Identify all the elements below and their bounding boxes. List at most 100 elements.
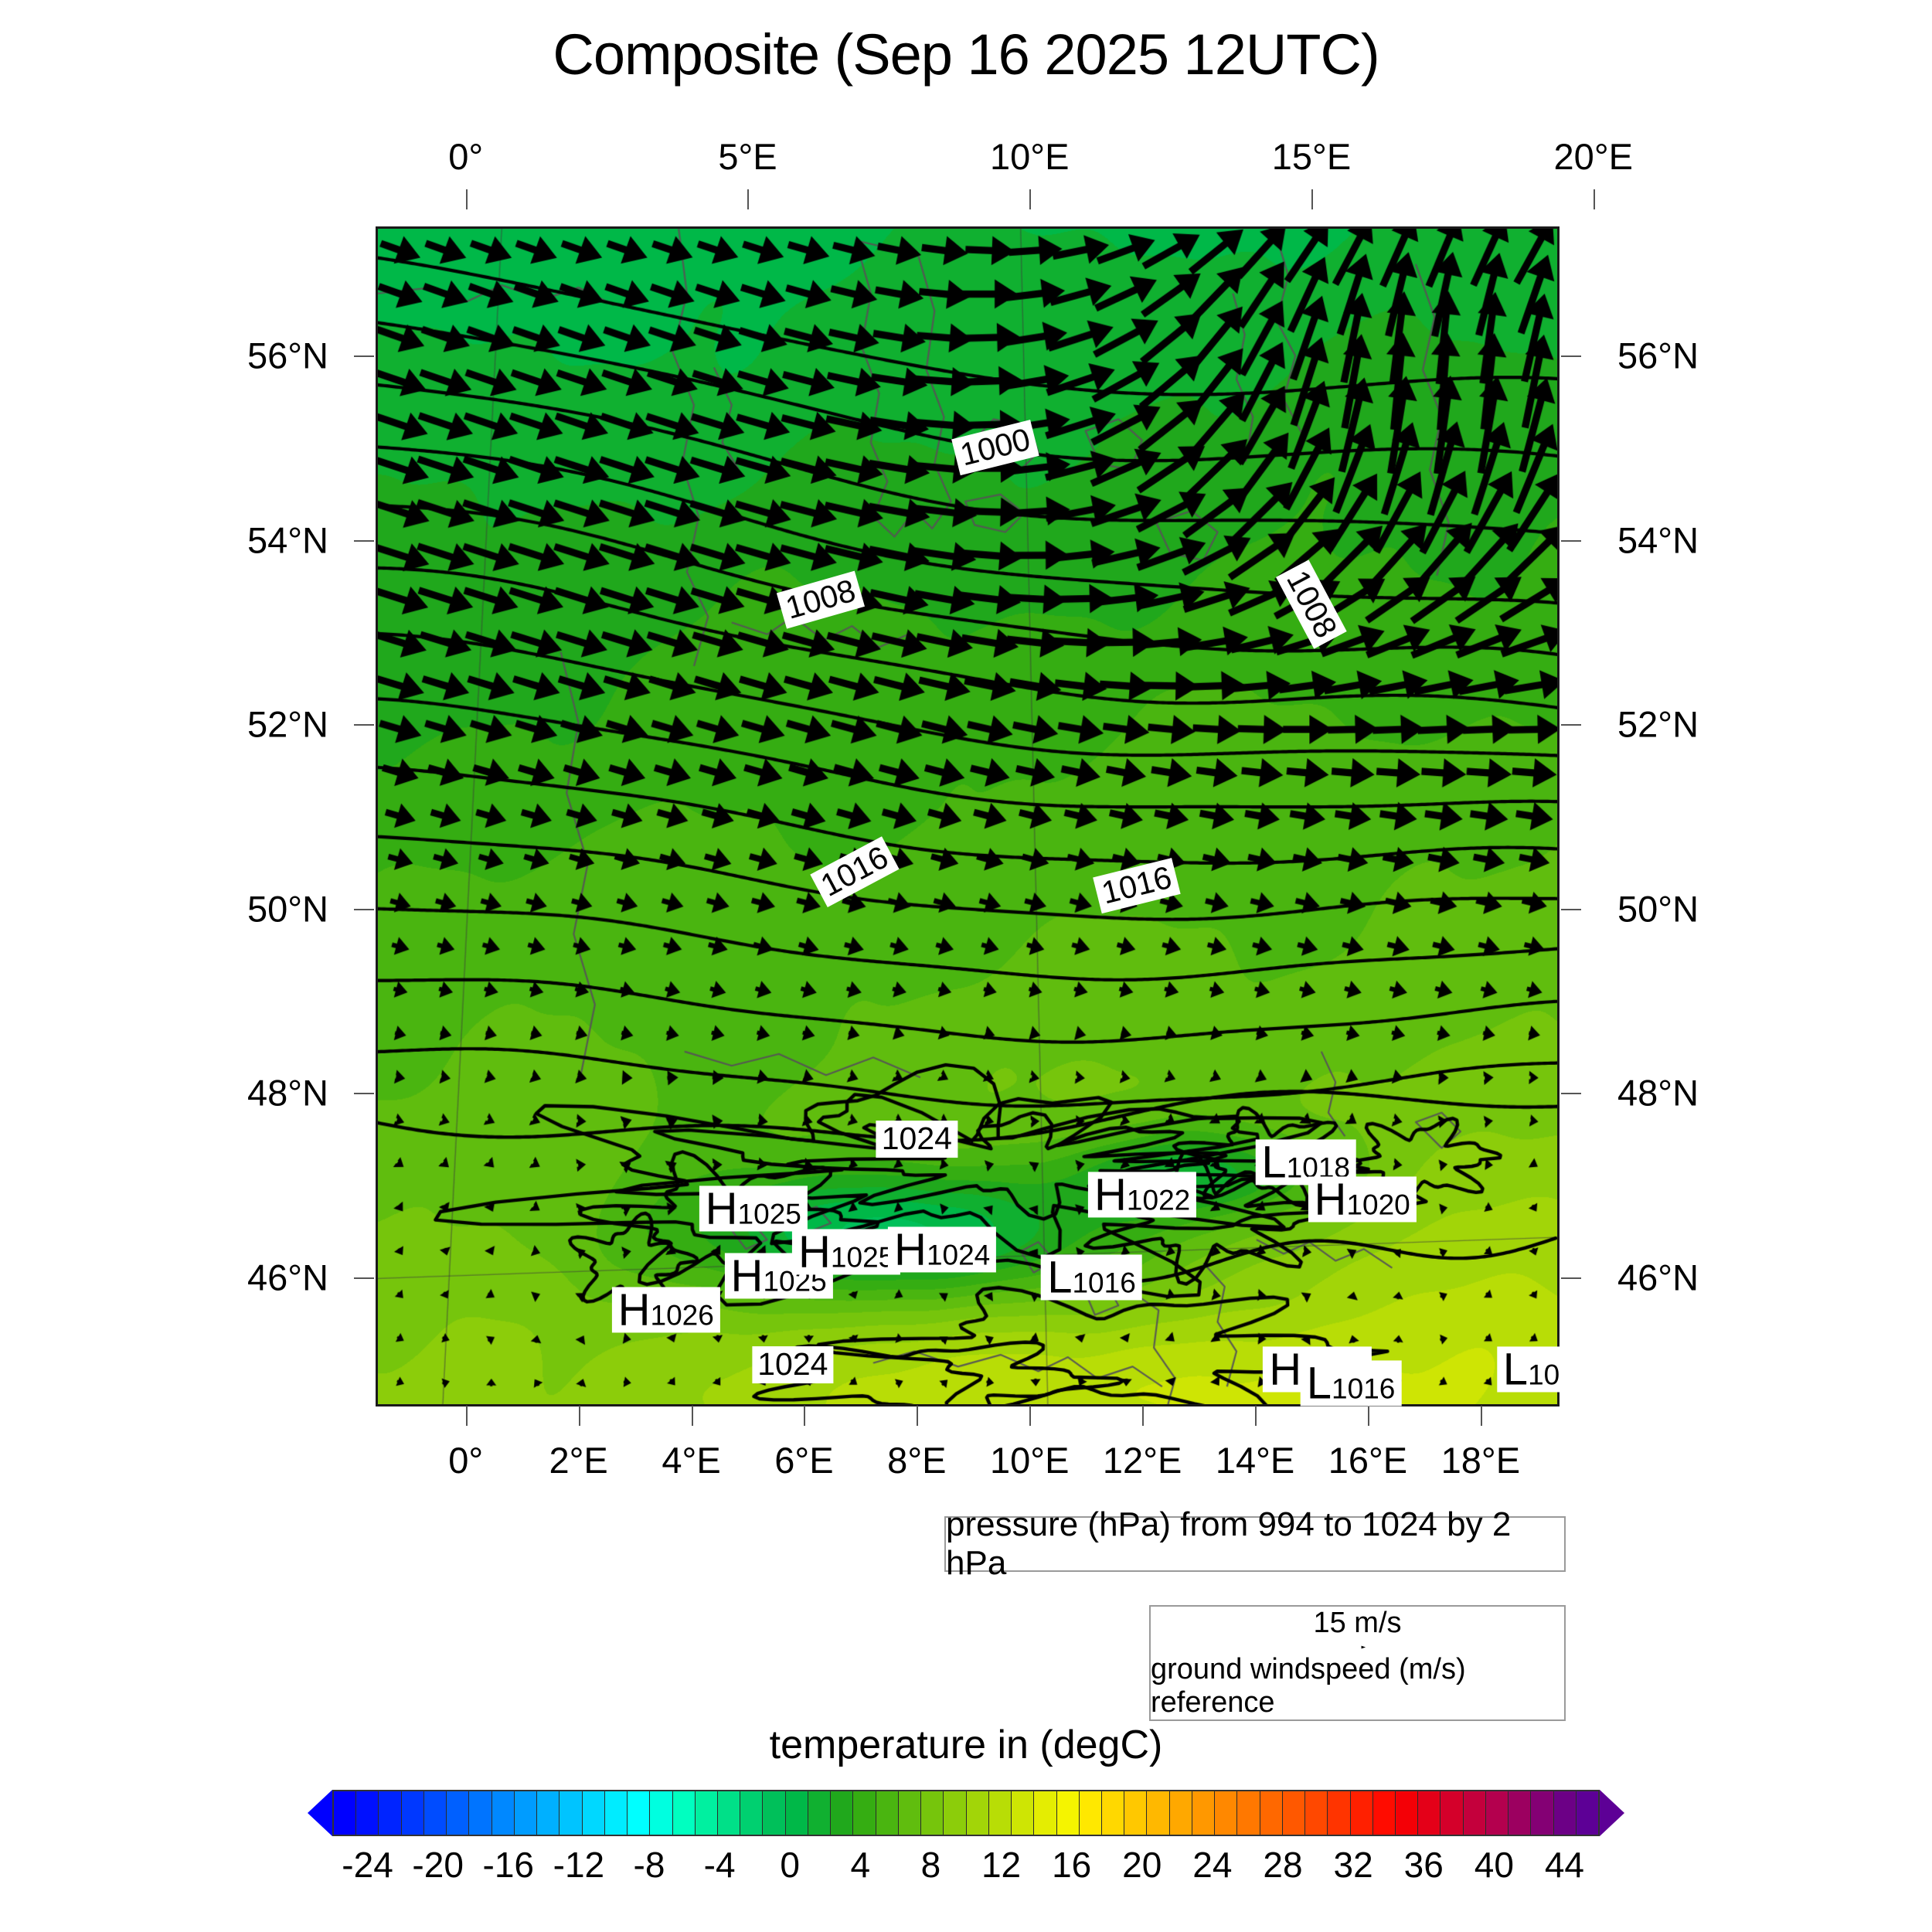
- lon-label-bottom-3: 6°E: [774, 1440, 834, 1481]
- colorbar-tick-0: 0: [780, 1845, 801, 1885]
- lat-tick-left-1: [354, 539, 374, 542]
- lon-tick-bottom-4: [917, 1406, 919, 1426]
- colorbar-swatch-53: [1531, 1791, 1554, 1835]
- lon-label-bottom-7: 14°E: [1215, 1440, 1295, 1481]
- lat-tick-right-4: [1561, 1093, 1581, 1095]
- colorbar-swatch-38: [1192, 1791, 1216, 1835]
- colorbar-swatch-41: [1260, 1791, 1283, 1835]
- lon-tick-bottom-2: [691, 1406, 693, 1426]
- pressure-center-type: H: [705, 1182, 738, 1233]
- lon-tick-bottom-3: [804, 1406, 806, 1426]
- colorbar-swatch-20: [785, 1791, 808, 1835]
- colorbar-swatch-32: [1056, 1791, 1080, 1835]
- colorbar-swatch-10: [560, 1791, 583, 1835]
- lat-label-left-1: 54°N: [247, 519, 328, 561]
- colorbar-swatch-23: [853, 1791, 876, 1835]
- pressure-center-type: H: [1314, 1174, 1347, 1225]
- colorbar-swatch-50: [1463, 1791, 1486, 1835]
- colorbar-tick--16: -16: [482, 1845, 535, 1885]
- lon-label-bottom-0: 0°: [448, 1440, 484, 1481]
- pressure-center-h-1020-7: H 1020: [1308, 1174, 1417, 1225]
- colorbar-swatch-5: [447, 1791, 470, 1835]
- colorbar-swatch-30: [1012, 1791, 1035, 1835]
- colorbar-tick-4: 4: [850, 1845, 871, 1885]
- colorbar-tick--12: -12: [553, 1845, 605, 1885]
- colorbar-tick-20: 20: [1122, 1845, 1162, 1885]
- wind-ref-caption: ground windspeed (m/s) reference: [1151, 1653, 1466, 1719]
- lat-label-right-4: 48°N: [1617, 1072, 1699, 1114]
- wind-ref-value: 15 m/s: [1313, 1607, 1402, 1639]
- colorbar-swatch-0: [334, 1791, 357, 1835]
- pressure-legend-text: pressure (hPa) from 994 to 1024 by 2 hPa: [946, 1505, 1512, 1582]
- pressure-center-type: L: [1306, 1358, 1332, 1409]
- colorbar-swatch-1: [356, 1791, 379, 1835]
- pressure-center-h-1022-5: H 1022: [1088, 1169, 1197, 1220]
- lon-label-bottom-4: 8°E: [887, 1440, 947, 1481]
- colorbar-swatch-52: [1509, 1791, 1532, 1835]
- colorbar-swatch-14: [650, 1791, 673, 1835]
- pressure-center-value: 1026: [650, 1299, 714, 1332]
- colorbar-swatch-44: [1328, 1791, 1351, 1835]
- colorbar-tick-40: 40: [1474, 1845, 1514, 1885]
- lon-tick-top-4: [1593, 189, 1595, 209]
- pressure-center-h-1025-0: H 1025: [699, 1182, 808, 1233]
- pressure-center-value: 1025: [737, 1197, 801, 1230]
- lon-tick-bottom-9: [1480, 1406, 1482, 1426]
- lon-tick-bottom-7: [1255, 1406, 1257, 1426]
- lat-label-right-2: 52°N: [1617, 703, 1699, 745]
- lat-label-left-5: 46°N: [247, 1257, 328, 1298]
- colorbar-swatch-49: [1440, 1791, 1464, 1835]
- colorbar-swatch-11: [582, 1791, 605, 1835]
- lat-label-right-5: 46°N: [1617, 1257, 1699, 1298]
- pressure-center-h-1024-3: H 1024: [888, 1226, 997, 1273]
- lat-label-left-2: 52°N: [247, 703, 328, 745]
- colorbar-swatch-2: [379, 1791, 402, 1835]
- colorbar-tick-28: 28: [1263, 1845, 1303, 1885]
- colorbar-tick-44: 44: [1544, 1845, 1585, 1885]
- colorbar-swatch-35: [1124, 1791, 1148, 1835]
- pressure-center-value: 1016: [1332, 1372, 1396, 1405]
- lat-tick-left-3: [354, 908, 374, 910]
- colorbar-swatch-28: [966, 1791, 989, 1835]
- lon-label-bottom-1: 2°E: [549, 1440, 608, 1481]
- lon-label-bottom-9: 18°E: [1440, 1440, 1521, 1481]
- colorbar-swatch-17: [717, 1791, 741, 1835]
- colorbar-swatch-6: [469, 1791, 492, 1835]
- colorbar-swatch-4: [423, 1791, 447, 1835]
- pressure-center-type: L: [1047, 1252, 1073, 1303]
- lon-tick-bottom-5: [1029, 1406, 1032, 1426]
- pressure-center-l-10-11: L 10: [1496, 1344, 1566, 1395]
- pressure-center-h-1026-4: H 1026: [611, 1287, 720, 1333]
- colorbar-swatch-15: [672, 1791, 696, 1835]
- contour-label-1024-5: 1024: [876, 1121, 957, 1158]
- lon-tick-bottom-8: [1367, 1406, 1369, 1426]
- pressure-center-l-1016-10: L 1016: [1300, 1358, 1402, 1409]
- lat-tick-right-1: [1561, 539, 1581, 542]
- colorbar-tick-8: 8: [920, 1845, 941, 1885]
- lat-label-left-3: 50°N: [247, 888, 328, 930]
- colorbar-swatch-42: [1282, 1791, 1306, 1835]
- lat-label-left-4: 48°N: [247, 1072, 328, 1114]
- pressure-center-type: L: [1502, 1344, 1529, 1395]
- pressure-center-type: H: [1094, 1169, 1127, 1220]
- colorbar-tick--24: -24: [342, 1845, 393, 1885]
- wind-reference-legend-box: 15 m/s ground windspeed (m/s) reference: [1149, 1605, 1566, 1721]
- colorbar-swatch-9: [537, 1791, 560, 1835]
- lon-label-bottom-8: 16°E: [1328, 1440, 1408, 1481]
- pressure-center-l-1016-8: L 1016: [1041, 1252, 1142, 1303]
- colorbar-swatch-34: [1101, 1791, 1125, 1835]
- colorbar-swatch-16: [695, 1791, 718, 1835]
- lon-tick-bottom-6: [1142, 1406, 1145, 1426]
- colorbar-swatch-48: [1418, 1791, 1441, 1835]
- colorbar-tick-36: 36: [1403, 1845, 1444, 1885]
- colorbar-swatch-22: [831, 1791, 854, 1835]
- colorbar-swatch-25: [898, 1791, 922, 1835]
- colorbar-tick--8: -8: [633, 1845, 665, 1885]
- lon-label-top-2: 10°E: [990, 136, 1070, 177]
- colorbar-swatch-24: [876, 1791, 899, 1835]
- lon-label-top-1: 5°E: [718, 136, 777, 177]
- temperature-colorbar[interactable]: [332, 1790, 1600, 1836]
- lat-tick-left-0: [354, 355, 374, 358]
- lat-label-left-0: 56°N: [247, 335, 328, 376]
- pressure-center-value: 1024: [926, 1239, 991, 1271]
